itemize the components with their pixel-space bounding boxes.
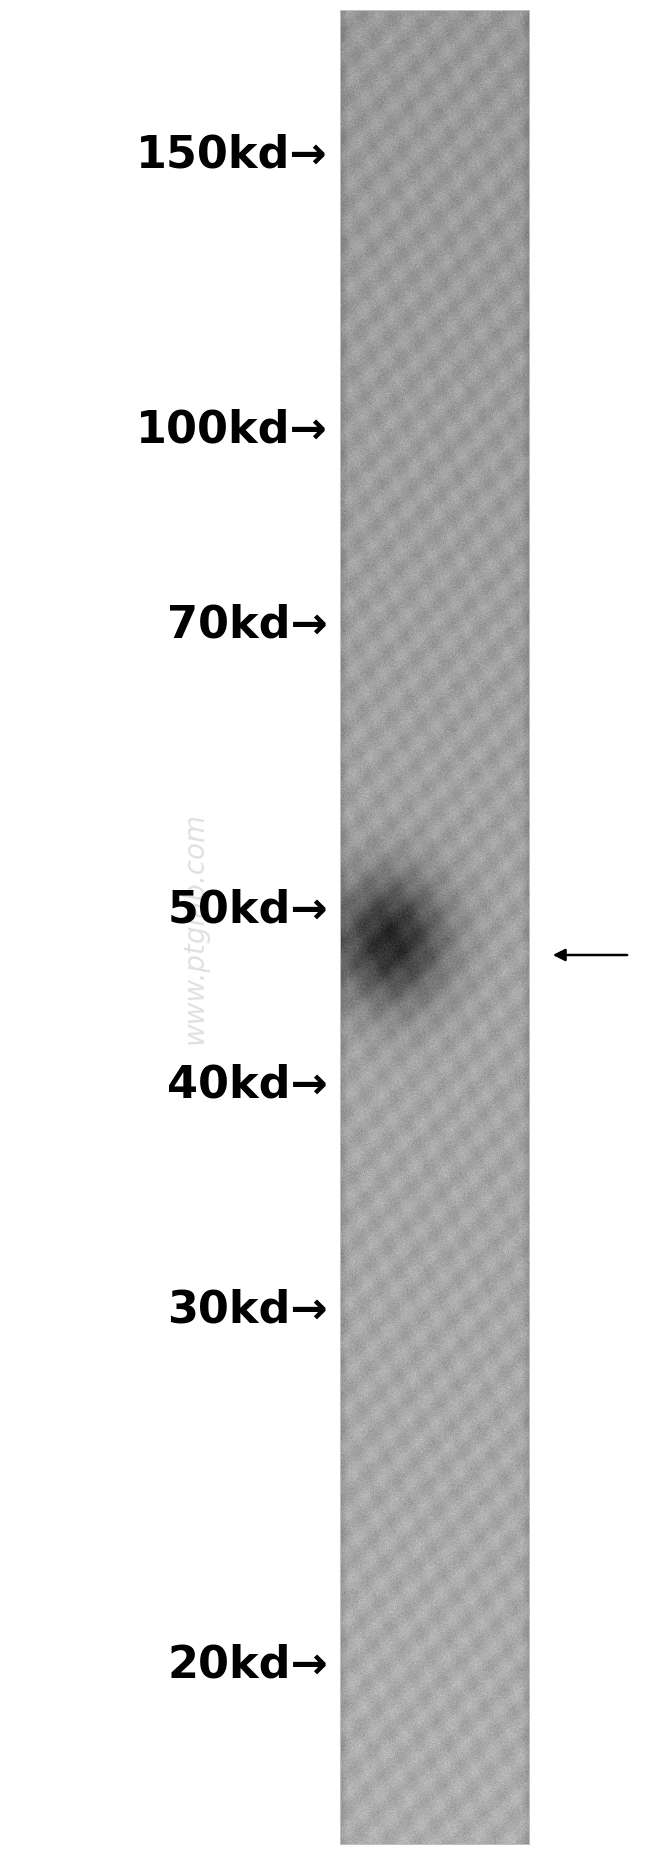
Text: 100kd→: 100kd→ [136,408,328,451]
Text: www.ptglab.com: www.ptglab.com [181,811,209,1044]
Text: 150kd→: 150kd→ [136,134,328,176]
Text: 40kd→: 40kd→ [167,1063,328,1106]
Text: 50kd→: 50kd→ [168,889,328,931]
Text: 20kd→: 20kd→ [167,1644,328,1686]
Text: 30kd→: 30kd→ [168,1289,328,1332]
Text: 70kd→: 70kd→ [167,603,328,647]
